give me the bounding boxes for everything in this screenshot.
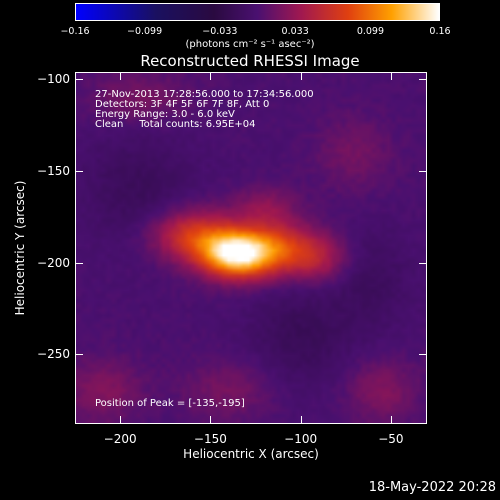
- y-tick-label: −200: [37, 255, 70, 270]
- y-tick-mark: [419, 171, 427, 172]
- y-tick-mark: [419, 79, 427, 81]
- x-tick-label: −150: [193, 432, 227, 446]
- colorbar-tick-label: −0.16: [60, 26, 90, 37]
- x-tick-mark: [210, 416, 212, 424]
- annotation-energy-range: Energy Range: 3.0 - 6.0 keV: [95, 109, 235, 120]
- x-axis-label: Heliocentric X (arcsec): [183, 447, 319, 461]
- y-tick-label: −150: [37, 164, 70, 178]
- y-tick-mark: [75, 262, 83, 264]
- colorbar-tick-label: −0.099: [126, 26, 163, 37]
- y-tick-label: −250: [37, 347, 70, 362]
- plot-area: 27-Nov-2013 17:28:56.000 to 17:34:56.000…: [75, 72, 427, 424]
- annotation-detectors: Detectors: 3F 4F 5F 6F 7F 8F, Att 0: [95, 99, 270, 110]
- y-tick-mark: [75, 79, 83, 81]
- y-tick-label: −100: [37, 72, 70, 87]
- colorbar: [75, 3, 440, 21]
- chart-title: Reconstructed RHESSI Image: [140, 52, 360, 70]
- y-tick-mark: [419, 354, 427, 356]
- x-tick-label: −200: [103, 432, 137, 446]
- x-tick-mark: [210, 72, 212, 80]
- colorbar-tick-label: 0.099: [356, 26, 385, 37]
- colorbar-tick-label: −0.033: [202, 26, 238, 37]
- x-tick-mark: [120, 72, 122, 80]
- y-tick-mark: [75, 171, 83, 172]
- colorbar-unit-label: (photons cm⁻² s⁻¹ asec⁻²): [185, 39, 315, 50]
- y-axis-label: Heliocentric Y (arcsec): [13, 180, 27, 316]
- colorbar-tick-label: 0.16: [429, 26, 451, 37]
- x-tick-mark: [300, 416, 302, 424]
- x-tick-mark: [120, 416, 122, 424]
- annotation-clean-counts: Clean Total counts: 6.95E+04: [95, 119, 256, 130]
- y-tick-mark: [419, 262, 427, 264]
- x-tick-label: −50: [378, 432, 404, 446]
- heatmap-image: [76, 73, 426, 423]
- x-tick-mark: [300, 72, 302, 80]
- footer-timestamp: 18-May-2022 20:28: [368, 480, 496, 495]
- x-tick-mark: [390, 416, 392, 424]
- x-tick-mark: [390, 72, 392, 80]
- x-tick-label: −100: [284, 432, 318, 446]
- colorbar-tick-label: 0.033: [281, 26, 309, 37]
- annotation-peak-position: Position of Peak = [-135,-195]: [95, 398, 245, 409]
- annotation-time-range: 27-Nov-2013 17:28:56.000 to 17:34:56.000: [95, 89, 314, 100]
- y-tick-mark: [75, 354, 83, 356]
